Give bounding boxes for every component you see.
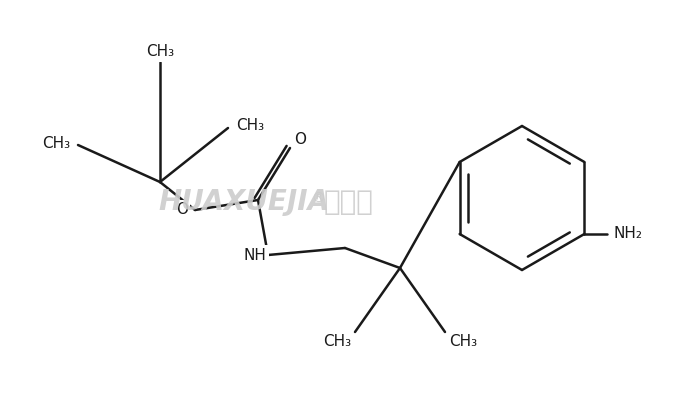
Text: ®: ® bbox=[311, 192, 325, 206]
Text: CH₃: CH₃ bbox=[449, 334, 477, 349]
Text: O: O bbox=[294, 133, 306, 148]
Text: O: O bbox=[176, 203, 188, 217]
Text: CH₃: CH₃ bbox=[42, 135, 70, 150]
Text: CH₃: CH₃ bbox=[323, 334, 351, 349]
Text: HUAXUEJIA: HUAXUEJIA bbox=[158, 188, 329, 216]
Text: 化学加: 化学加 bbox=[324, 188, 374, 216]
Text: CH₃: CH₃ bbox=[146, 45, 174, 59]
Text: CH₃: CH₃ bbox=[236, 119, 264, 133]
Text: NH₂: NH₂ bbox=[614, 226, 643, 242]
Text: NH: NH bbox=[244, 248, 266, 263]
